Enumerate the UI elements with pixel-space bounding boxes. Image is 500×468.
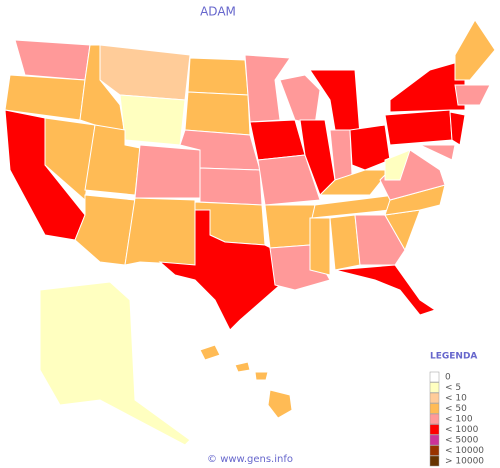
state bbox=[449, 111, 466, 146]
state bbox=[99, 44, 191, 101]
state bbox=[309, 217, 331, 276]
legend-swatch bbox=[429, 424, 440, 435]
state bbox=[349, 124, 391, 171]
state bbox=[14, 39, 91, 81]
states bbox=[4, 19, 496, 446]
state bbox=[279, 74, 321, 126]
state bbox=[454, 19, 496, 81]
legend-swatch bbox=[429, 382, 440, 393]
state bbox=[119, 94, 186, 146]
state bbox=[199, 167, 263, 206]
legend: 0< 5< 10< 50< 100< 1000< 5000< 10000> 10… bbox=[429, 371, 484, 467]
state bbox=[187, 57, 249, 96]
legend-swatch bbox=[429, 445, 440, 456]
legend-label: > 10000 bbox=[445, 457, 484, 467]
legend-swatch bbox=[429, 434, 440, 446]
state bbox=[158, 209, 286, 331]
state bbox=[334, 264, 437, 316]
state bbox=[257, 154, 321, 206]
state bbox=[199, 344, 221, 361]
state bbox=[419, 144, 456, 161]
state bbox=[454, 84, 491, 106]
legend-label: < 1000 bbox=[445, 425, 479, 435]
state bbox=[318, 169, 392, 196]
legend-swatch bbox=[429, 392, 440, 404]
state bbox=[267, 389, 293, 419]
legend-title: LEGENDA bbox=[430, 352, 477, 362]
legend-label: < 10 bbox=[445, 394, 467, 404]
state bbox=[124, 197, 196, 266]
state bbox=[384, 109, 453, 146]
state bbox=[184, 91, 251, 136]
footer: © www.gens.info bbox=[207, 454, 293, 465]
state bbox=[234, 361, 251, 373]
state bbox=[254, 371, 269, 381]
legend-label: < 100 bbox=[445, 415, 473, 425]
state bbox=[389, 59, 466, 113]
legend-label: < 5 bbox=[445, 383, 461, 393]
legend-label: 0 bbox=[445, 373, 451, 383]
legend-swatch bbox=[429, 455, 440, 467]
state bbox=[134, 144, 201, 199]
legend-swatch bbox=[429, 403, 440, 414]
state bbox=[264, 204, 316, 249]
legend-label: < 5000 bbox=[445, 436, 479, 446]
state bbox=[354, 214, 406, 266]
state bbox=[249, 119, 306, 161]
map-title: ADAM bbox=[200, 5, 236, 19]
legend-swatch bbox=[429, 413, 440, 425]
state bbox=[384, 149, 411, 181]
legend-swatch bbox=[429, 371, 440, 383]
legend-label: < 50 bbox=[445, 404, 467, 414]
state bbox=[244, 54, 291, 123]
legend-label: < 10000 bbox=[445, 446, 484, 456]
state bbox=[39, 281, 191, 446]
state bbox=[74, 194, 136, 266]
